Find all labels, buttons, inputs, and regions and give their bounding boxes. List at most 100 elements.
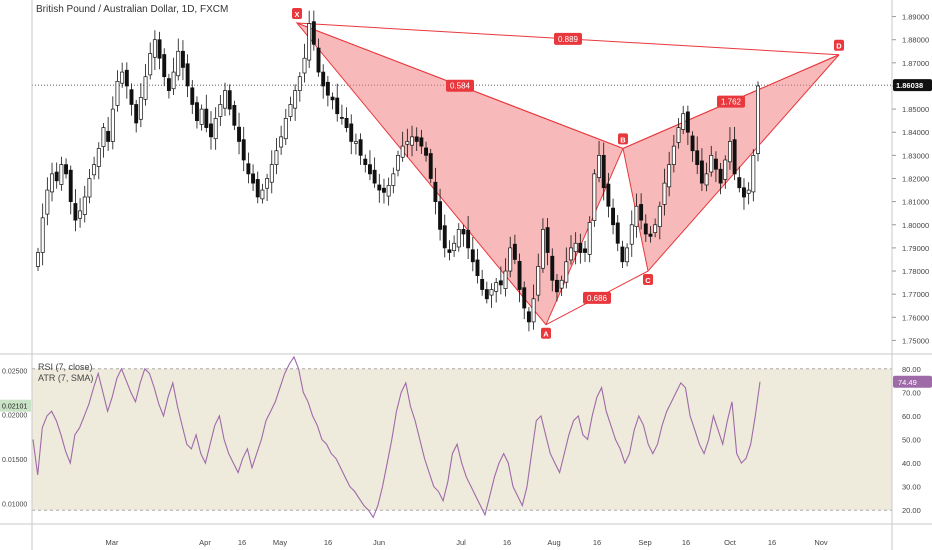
price-tick-label: 1.82000 bbox=[902, 175, 929, 184]
candle-body bbox=[648, 233, 653, 237]
candle-body bbox=[124, 69, 129, 87]
candle-body bbox=[344, 118, 349, 128]
candle-body bbox=[213, 118, 218, 140]
time-tick-label: May bbox=[273, 538, 287, 547]
price-tick-label: 1.76000 bbox=[902, 313, 929, 322]
candle-body bbox=[78, 210, 83, 219]
candle-body bbox=[321, 71, 326, 87]
candle-body bbox=[512, 243, 517, 260]
time-tick-label: 16 bbox=[768, 538, 776, 547]
price-tick-label: 1.87000 bbox=[902, 59, 929, 68]
candle-body bbox=[695, 150, 700, 165]
candle-body bbox=[218, 104, 223, 117]
rsi-tick-label: 60.00 bbox=[902, 412, 921, 421]
candle-body bbox=[148, 53, 153, 76]
candle-body bbox=[709, 155, 714, 173]
candle-body bbox=[396, 155, 400, 171]
candle-body bbox=[746, 189, 751, 194]
candle-body bbox=[372, 169, 377, 184]
candle-body bbox=[447, 249, 452, 253]
time-tick-label: 16 bbox=[238, 538, 246, 547]
time-tick-label: 16 bbox=[324, 538, 332, 547]
candle-body bbox=[461, 229, 466, 235]
candle-body bbox=[723, 159, 728, 180]
time-tick-label: 16 bbox=[682, 538, 690, 547]
price-tick-label: 1.83000 bbox=[902, 151, 929, 160]
candle-body bbox=[166, 78, 171, 91]
rsi-tick-label: 20.00 bbox=[902, 506, 921, 515]
candle-body bbox=[106, 130, 111, 142]
candle-body bbox=[419, 137, 424, 147]
candle-body bbox=[382, 187, 386, 193]
rsi-value-label: 74.49 bbox=[898, 378, 917, 387]
pattern-point-label: D bbox=[836, 42, 842, 51]
candle-body bbox=[143, 76, 148, 100]
candle-body bbox=[508, 247, 513, 272]
atr-value-label: 0.02101 bbox=[2, 404, 27, 411]
atr-tick-label: 0.01500 bbox=[2, 457, 27, 464]
candle-body bbox=[180, 50, 185, 68]
pattern-point-label: B bbox=[620, 135, 626, 144]
candle-body bbox=[442, 225, 447, 249]
candle-body bbox=[36, 252, 40, 267]
candle-body bbox=[634, 205, 639, 227]
candle-body bbox=[555, 279, 559, 293]
candle-body bbox=[283, 118, 288, 140]
candle-body bbox=[311, 21, 316, 45]
time-tick-label: Jun bbox=[373, 538, 385, 547]
candle-body bbox=[657, 205, 662, 227]
candle-body bbox=[681, 113, 686, 130]
candle-body bbox=[489, 289, 494, 296]
price-tick-label: 1.85000 bbox=[902, 105, 929, 114]
candle-body bbox=[569, 247, 573, 261]
time-tick-label: Nov bbox=[814, 538, 828, 547]
candle-body bbox=[260, 189, 265, 200]
candle-body bbox=[671, 145, 676, 165]
candle-body bbox=[73, 203, 78, 221]
candle-body bbox=[662, 182, 667, 205]
rsi-legend: RSI (7, close) bbox=[38, 362, 93, 372]
pattern-ratio-label: 0.686 bbox=[587, 294, 608, 303]
pattern-ratio-badge bbox=[446, 79, 474, 92]
price-tick-label: 1.75000 bbox=[902, 336, 929, 345]
candle-body bbox=[545, 227, 550, 253]
candle-body bbox=[559, 279, 564, 289]
candle-body bbox=[592, 173, 597, 221]
candle-body bbox=[162, 54, 167, 78]
candle-body bbox=[438, 201, 443, 230]
candle-body bbox=[204, 108, 209, 128]
candle-body bbox=[522, 287, 527, 309]
candle-body bbox=[349, 123, 354, 142]
candle-body bbox=[92, 164, 97, 176]
pattern-ratio-badge bbox=[554, 32, 582, 45]
candle-body bbox=[59, 164, 64, 185]
candle-body bbox=[704, 173, 709, 186]
candle-body bbox=[82, 196, 87, 215]
candle-body bbox=[424, 147, 429, 156]
candle-body bbox=[470, 249, 475, 263]
pattern-point-label: X bbox=[294, 10, 299, 19]
candle-body bbox=[138, 97, 143, 120]
time-tick-label: Sep bbox=[638, 538, 651, 547]
candle-body bbox=[171, 71, 176, 90]
candle-body bbox=[456, 229, 461, 248]
candle-body bbox=[209, 123, 213, 138]
candle-body bbox=[737, 177, 742, 189]
candle-body bbox=[223, 90, 227, 109]
pattern-point-badge bbox=[292, 8, 302, 20]
pattern-point-badge bbox=[643, 274, 653, 286]
candle-body bbox=[410, 136, 414, 146]
pattern-bcd-triangle bbox=[622, 54, 840, 273]
candle-body bbox=[494, 282, 499, 292]
candle-body bbox=[134, 104, 139, 124]
candle-body bbox=[391, 173, 396, 186]
rsi-tick-label: 80.00 bbox=[902, 365, 921, 374]
rsi-tick-label: 50.00 bbox=[902, 436, 921, 445]
candle-body bbox=[718, 168, 723, 184]
candle-body bbox=[195, 102, 199, 122]
candle-body bbox=[302, 57, 307, 74]
candle-body bbox=[110, 108, 115, 142]
candle-body bbox=[517, 260, 522, 290]
